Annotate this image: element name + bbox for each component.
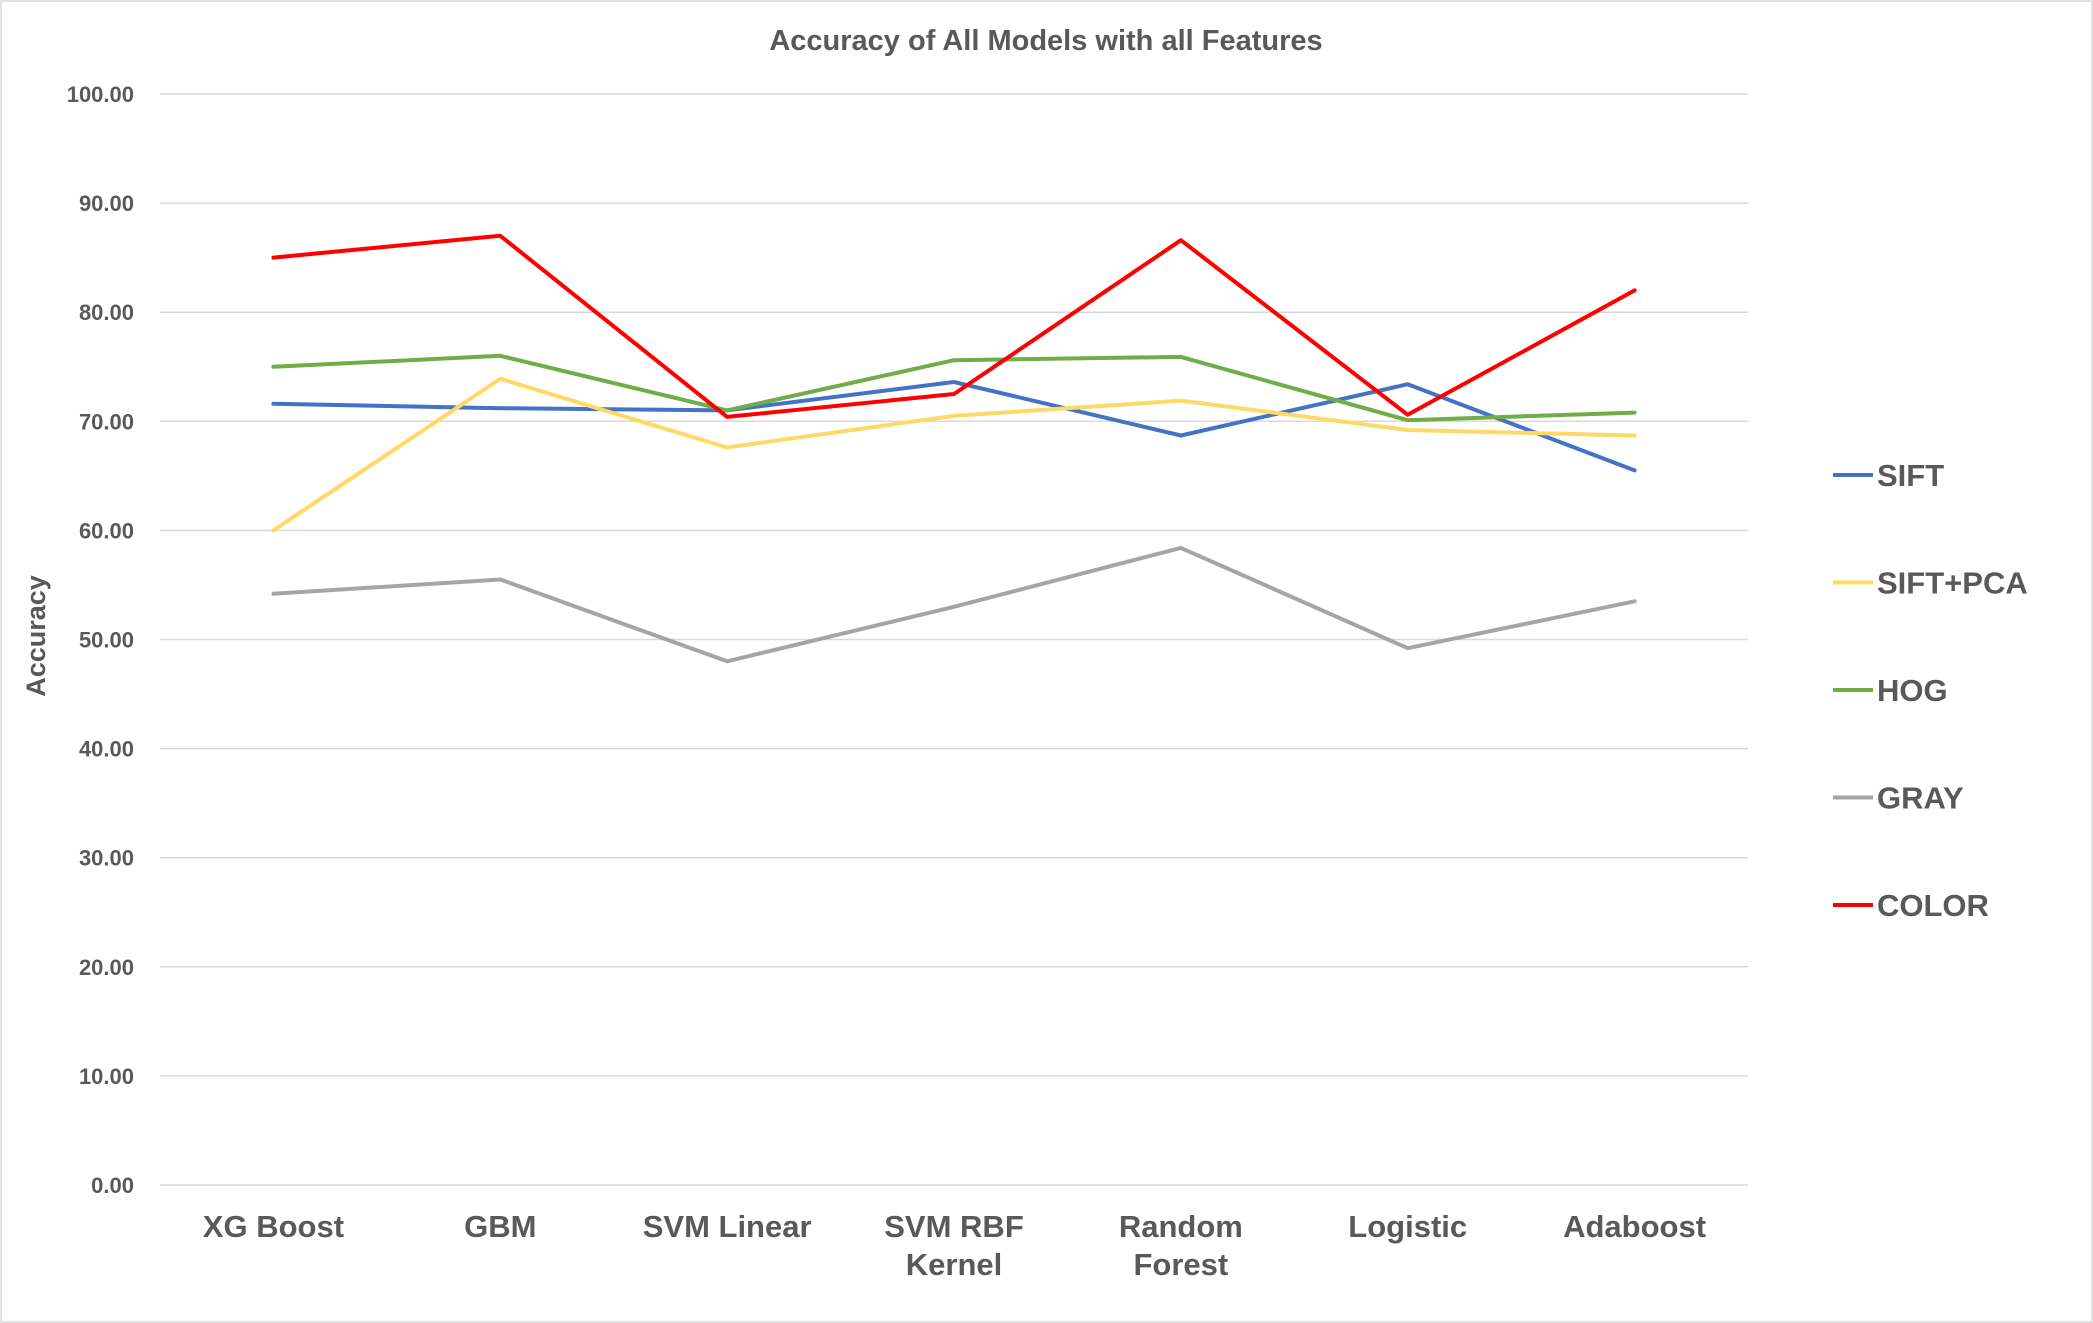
chart-title: Accuracy of All Models with all Features: [769, 25, 1322, 57]
x-tick-label: SVM Linear: [643, 1209, 812, 1244]
y-axis-ticks: 0.00 10.00 20.00 30.00 40.00 50.00 60.00 70.00 8…: [67, 82, 134, 1198]
y-tick-label: 60.00: [79, 518, 134, 543]
x-tick-label: Adaboost: [1563, 1209, 1706, 1244]
x-tick-label: GBM: [464, 1209, 536, 1244]
y-tick-label: 90.00: [79, 191, 134, 216]
x-tick-label: Logistic: [1348, 1209, 1467, 1244]
series-line-sift-pca: [271, 376, 1637, 533]
y-tick-label: 100.00: [67, 82, 134, 107]
x-tick-label-line: Forest: [1133, 1247, 1228, 1282]
y-tick-label: 70.00: [79, 409, 134, 434]
legend-label-gray: GRAY: [1877, 781, 1964, 816]
x-tick-label-line: SVM RBF: [884, 1209, 1024, 1244]
y-tick-label: 0.00: [91, 1173, 134, 1198]
series-lines: [271, 233, 1637, 664]
y-tick-label: 50.00: [79, 628, 134, 653]
legend-label-hog: HOG: [1877, 673, 1948, 708]
x-tick-label-line: Adaboost: [1563, 1209, 1706, 1244]
legend-label-sift-pca: SIFT+PCA: [1877, 566, 2028, 601]
y-axis-label: Accuracy: [21, 575, 51, 697]
legend: SIFT SIFT+PCA HOG GRAY COLOR: [1833, 458, 2028, 923]
y-tick-label: 20.00: [79, 955, 134, 980]
x-tick-label: XG Boost: [203, 1209, 344, 1244]
gridlines: [160, 93, 1748, 1186]
series-line-gray: [271, 545, 1637, 664]
y-tick-label: 40.00: [79, 737, 134, 762]
series-line-sift: [271, 380, 1637, 473]
y-tick-label: 30.00: [79, 846, 134, 871]
y-tick-label: 10.00: [79, 1064, 134, 1089]
legend-label-sift: SIFT: [1877, 458, 1944, 493]
x-tick-label-line: Kernel: [906, 1247, 1002, 1282]
x-tick-label-line: Logistic: [1348, 1209, 1467, 1244]
x-tick-label: SVM RBF Kernel: [884, 1209, 1024, 1282]
x-tick-label-line: XG Boost: [203, 1209, 344, 1244]
x-tick-label: Random Forest: [1119, 1209, 1243, 1282]
y-tick-label: 80.00: [79, 300, 134, 325]
series-line-color: [271, 233, 1637, 419]
x-tick-label-line: Random: [1119, 1209, 1243, 1244]
x-tick-label-line: SVM Linear: [643, 1209, 812, 1244]
legend-label-color: COLOR: [1877, 888, 1989, 923]
x-axis-ticks: XG Boost GBM SVM Linear SVM RBF Kernel Random…: [203, 1209, 1706, 1282]
series-line-hog: [271, 353, 1637, 423]
x-tick-label-line: GBM: [464, 1209, 536, 1244]
